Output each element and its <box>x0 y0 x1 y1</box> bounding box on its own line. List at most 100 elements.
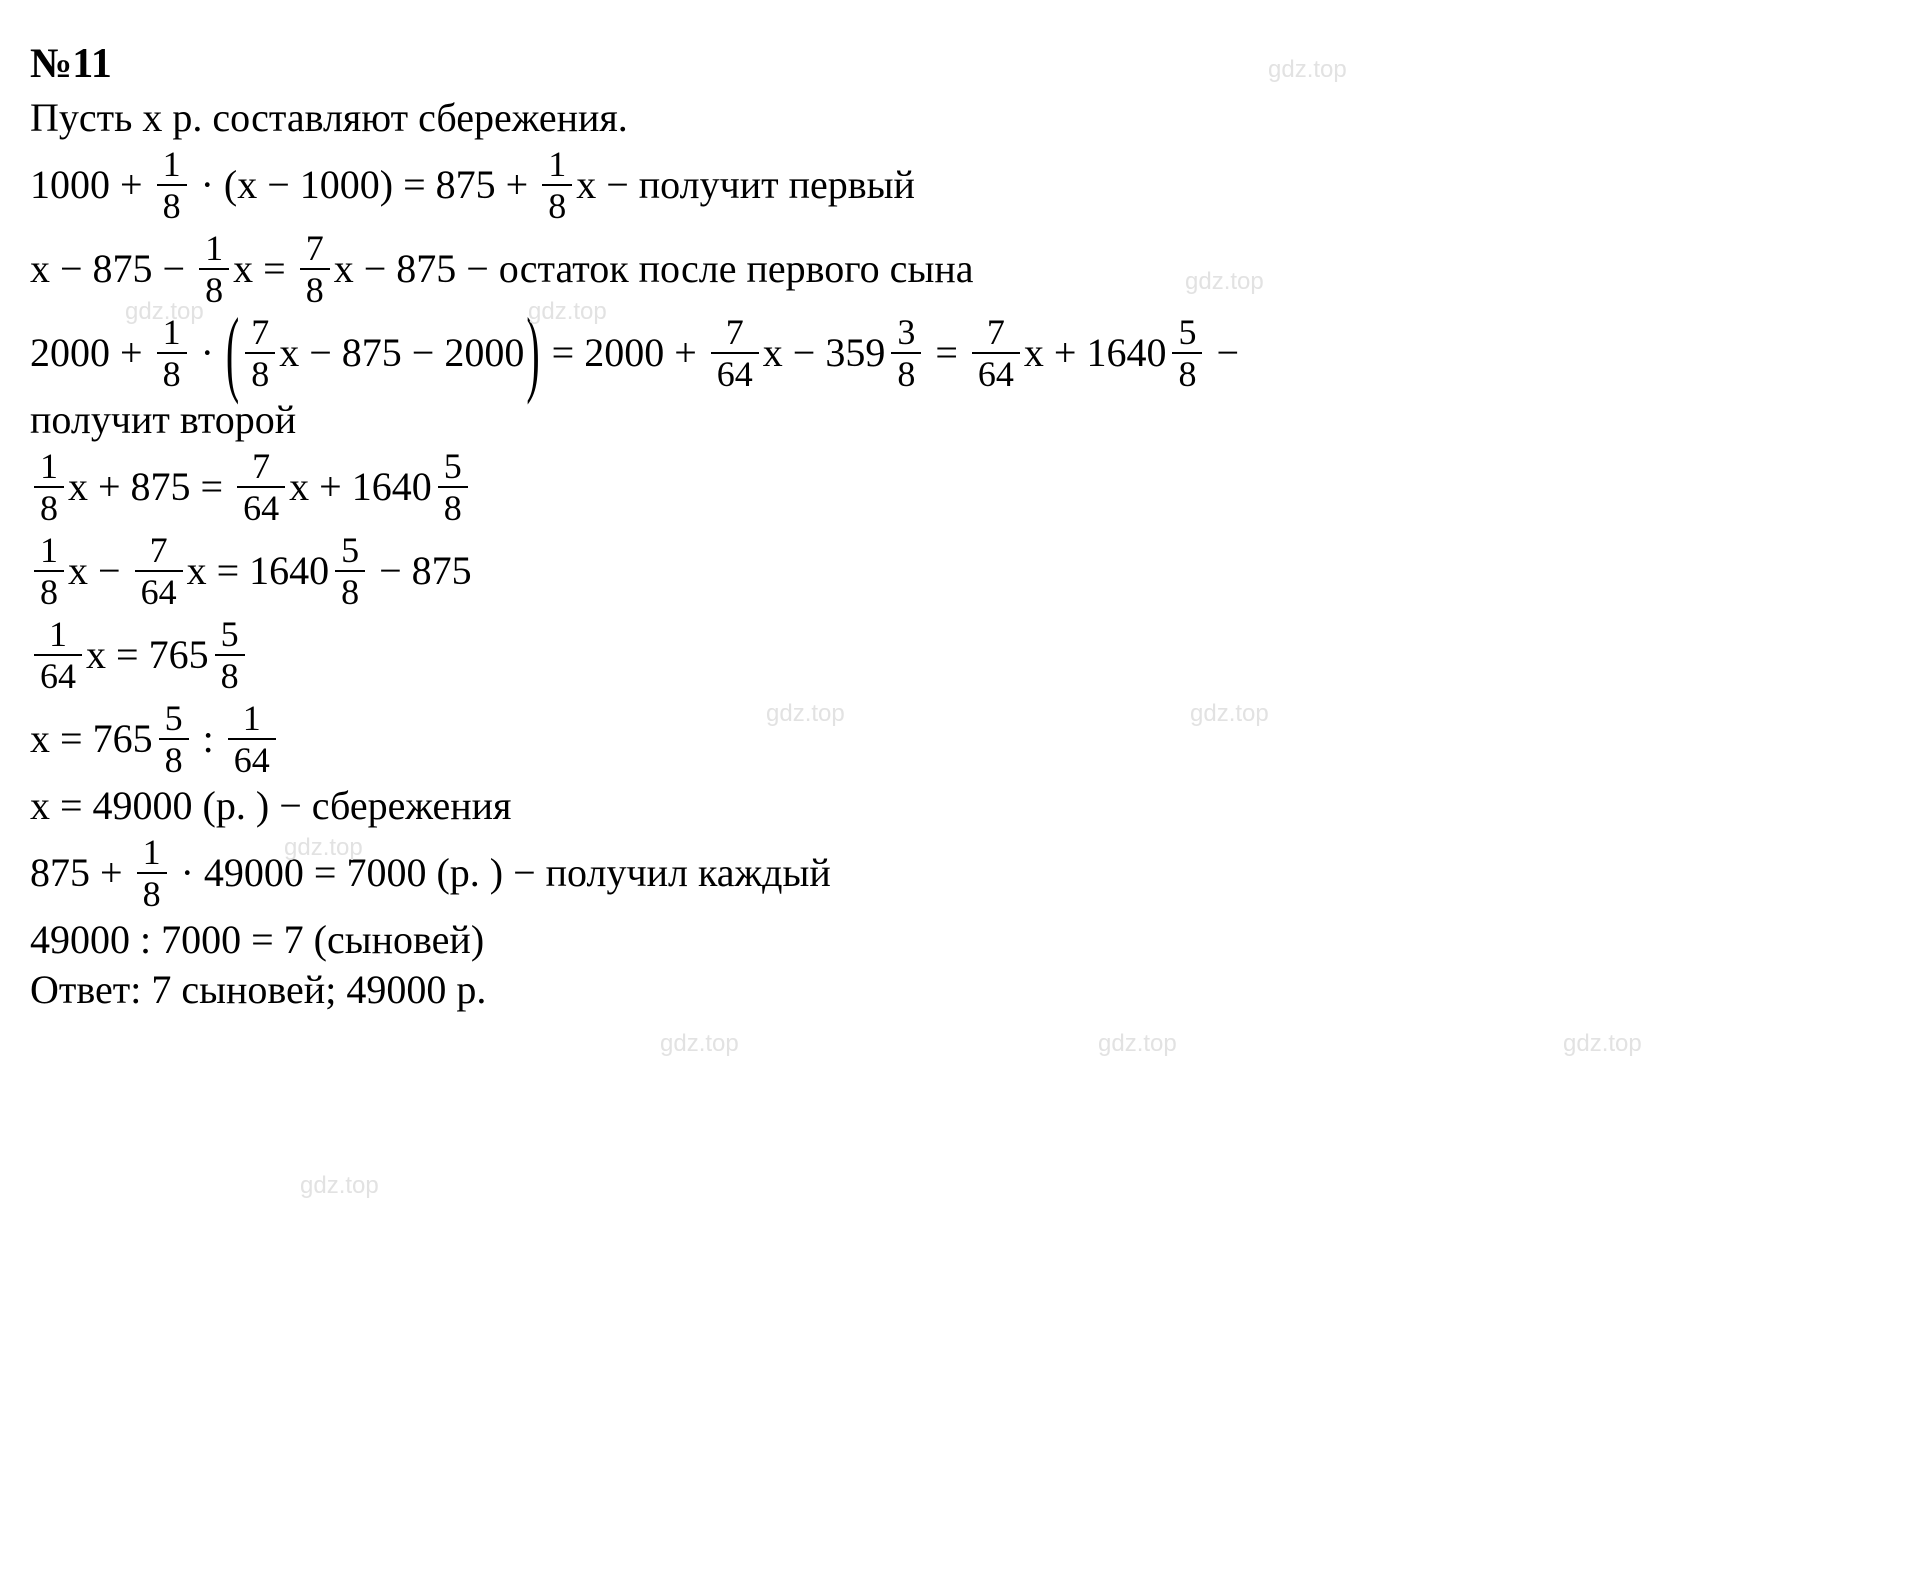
numerator: 7 <box>246 448 276 484</box>
denominator: 8 <box>335 574 365 610</box>
eq-line-6: 1 64 x = 765 5 8 <box>30 616 1889 694</box>
fraction: 1 8 <box>137 834 167 912</box>
denominator: 64 <box>34 658 82 694</box>
eq-line-3b: получит второй <box>30 398 1889 442</box>
text: = <box>925 331 968 375</box>
text: 875 + <box>30 851 133 895</box>
denominator: 8 <box>542 188 572 224</box>
mixed-number: 1640 5 8 <box>1086 314 1206 392</box>
eq-line-5: 1 8 x − 7 64 x = 1640 5 8 − 875 <box>30 532 1889 610</box>
text: x + <box>1024 331 1087 375</box>
numerator: 1 <box>542 146 572 182</box>
text: x = 49000 (р. ) − сбережения <box>30 784 511 828</box>
text: получит второй <box>30 398 296 442</box>
numerator: 7 <box>144 532 174 568</box>
denominator: 8 <box>157 356 187 392</box>
fraction: 7 64 <box>711 314 759 392</box>
fraction: 7 64 <box>135 532 183 610</box>
page: №11 Пусть x р. составляют сбережения. 10… <box>0 0 1919 1579</box>
watermark: gdz.top <box>300 1172 379 1200</box>
mixed-number: 765 5 8 <box>93 700 193 778</box>
numerator: 1 <box>199 230 229 266</box>
denominator: 64 <box>237 490 285 526</box>
text: x − получит первый <box>576 163 915 207</box>
text: − <box>1206 331 1239 375</box>
whole: 1640 <box>249 549 329 593</box>
problem-number: №11 <box>30 40 1889 88</box>
text: 1000 + <box>30 163 153 207</box>
right-paren: ) <box>526 300 539 406</box>
denominator: 8 <box>891 356 921 392</box>
fraction: 5 8 <box>215 616 245 694</box>
text: = 2000 + <box>542 331 707 375</box>
watermark: gdz.top <box>660 1030 739 1058</box>
numerator: 1 <box>157 314 187 350</box>
text: 2000 + <box>30 331 153 375</box>
text: · <box>191 331 224 375</box>
eq-line-1: 1000 + 1 8 · (x − 1000) = 875 + 1 8 x − … <box>30 146 1889 224</box>
eq-line-3: 2000 + 1 8 · ( 7 8 x − 875 − 2000 ) = 20… <box>30 314 1889 392</box>
text: x = <box>86 633 149 677</box>
eq-line-4: 1 8 x + 875 = 7 64 x + 1640 5 8 <box>30 448 1889 526</box>
denominator: 64 <box>228 742 276 778</box>
numerator: 3 <box>891 314 921 350</box>
eq-line-8: x = 49000 (р. ) − сбережения <box>30 784 1889 828</box>
text: · (x − 1000) = 875 + <box>191 163 539 207</box>
denominator: 8 <box>199 272 229 308</box>
whole: 359 <box>825 331 885 375</box>
fraction: 5 8 <box>159 700 189 778</box>
numerator: 5 <box>159 700 189 736</box>
text: x − 875 − остаток после первого сына <box>334 247 974 291</box>
text: : <box>193 717 224 761</box>
fraction: 1 8 <box>199 230 229 308</box>
denominator: 8 <box>34 574 64 610</box>
numerator: 5 <box>1172 314 1202 350</box>
intro-text: Пусть x р. составляют сбережения. <box>30 96 628 140</box>
denominator: 8 <box>215 658 245 694</box>
text: x = <box>30 717 93 761</box>
left-paren: ( <box>226 300 239 406</box>
denominator: 8 <box>1172 356 1202 392</box>
numerator: 5 <box>335 532 365 568</box>
eq-line-7: x = 765 5 8 : 1 64 <box>30 700 1889 778</box>
fraction: 1 8 <box>157 146 187 224</box>
text: x + 875 = <box>68 465 233 509</box>
text: x = <box>233 247 296 291</box>
fraction: 7 64 <box>237 448 285 526</box>
fraction: 5 8 <box>335 532 365 610</box>
text: x − <box>763 331 826 375</box>
text: 49000 : 7000 = 7 (сыновей) <box>30 918 484 962</box>
numerator: 7 <box>720 314 750 350</box>
denominator: 64 <box>135 574 183 610</box>
fraction: 1 8 <box>542 146 572 224</box>
answer-line: Ответ: 7 сыновей; 49000 р. <box>30 968 1889 1012</box>
denominator: 64 <box>711 356 759 392</box>
eq-line-2: x − 875 − 1 8 x = 7 8 x − 875 − остаток … <box>30 230 1889 308</box>
denominator: 8 <box>159 742 189 778</box>
numerator: 5 <box>215 616 245 652</box>
watermark: gdz.top <box>1563 1030 1642 1058</box>
whole: 1640 <box>352 465 432 509</box>
numerator: 5 <box>438 448 468 484</box>
fraction: 7 8 <box>245 314 275 392</box>
denominator: 8 <box>245 356 275 392</box>
text: x − 875 − <box>30 247 195 291</box>
numerator: 1 <box>237 700 267 736</box>
denominator: 8 <box>34 490 64 526</box>
whole: 765 <box>93 717 153 761</box>
denominator: 8 <box>300 272 330 308</box>
text: x − <box>68 549 131 593</box>
numerator: 1 <box>43 616 73 652</box>
fraction: 5 8 <box>1172 314 1202 392</box>
text: x − 875 − 2000 <box>279 331 524 375</box>
text: − 875 <box>369 549 472 593</box>
denominator: 64 <box>972 356 1020 392</box>
fraction: 7 64 <box>972 314 1020 392</box>
numerator: 1 <box>137 834 167 870</box>
fraction: 1 8 <box>157 314 187 392</box>
fraction: 1 64 <box>34 616 82 694</box>
mixed-number: 1640 5 8 <box>352 448 472 526</box>
mixed-number: 765 5 8 <box>149 616 249 694</box>
text: x = <box>187 549 250 593</box>
fraction: 5 8 <box>438 448 468 526</box>
